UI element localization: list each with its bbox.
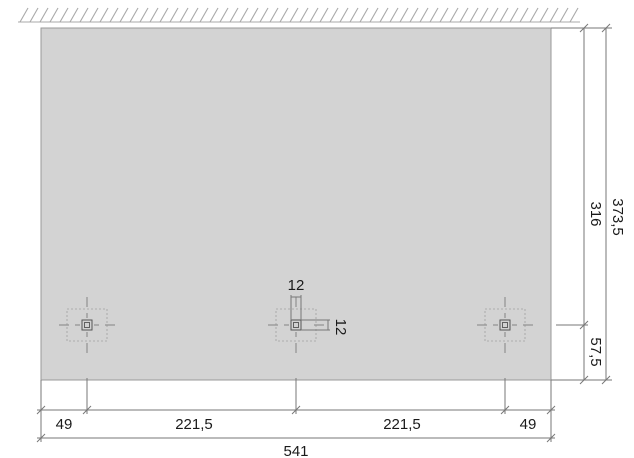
hatch-mark [399, 7, 409, 23]
dim-bracket-width: 12 [288, 277, 305, 294]
hatch-mark [469, 7, 479, 23]
hatch-mark [569, 7, 579, 23]
hatch-mark [449, 7, 459, 23]
hatch-mark [379, 7, 389, 23]
hatch-mark [289, 7, 299, 23]
hatch-mark [249, 7, 259, 23]
dim-lower-height: 57,5 [587, 337, 604, 366]
hatch-mark [429, 7, 439, 23]
hatch-mark [219, 7, 229, 23]
hatch-mark [349, 7, 359, 23]
hatch-mark [319, 7, 329, 23]
hatch-mark [439, 7, 449, 23]
dim-bracket-height: 12 [332, 319, 349, 336]
hatch-mark [479, 7, 489, 23]
hatch-mark [199, 7, 209, 23]
hatch-mark [499, 7, 509, 23]
hatch-mark [269, 7, 279, 23]
hatch-mark [409, 7, 419, 23]
hatch-mark [29, 7, 39, 23]
hatch-mark [239, 7, 249, 23]
hatch-mark [489, 7, 499, 23]
hatch-mark [99, 7, 109, 23]
hatch-mark [279, 7, 289, 23]
hatch-mark [339, 7, 349, 23]
hatch-mark [509, 7, 519, 23]
hatch-mark [539, 7, 549, 23]
anchor-right [477, 297, 533, 353]
hatch-mark [159, 7, 169, 23]
hatch-mark [119, 7, 129, 23]
hatch-mark [19, 7, 29, 23]
hatch-mark [329, 7, 339, 23]
hatch-mark [209, 7, 219, 23]
hatch-mark [79, 7, 89, 23]
hatch-mark [229, 7, 239, 23]
hatch-mark [529, 7, 539, 23]
hatch-mark [139, 7, 149, 23]
hatch-mark [559, 7, 569, 23]
hatch-mark [299, 7, 309, 23]
dim-overall-width: 541 [283, 443, 308, 458]
dim-right-edge-offset: 49 [520, 416, 537, 433]
horizontal-dimensions [36, 378, 556, 443]
dim-left-span: 221,5 [175, 416, 213, 433]
hatch-mark [109, 7, 119, 23]
hatch-mark [179, 7, 189, 23]
dim-left-edge-offset: 49 [56, 416, 73, 433]
dim-upper-height: 316 [587, 201, 604, 226]
hatch-mark [519, 7, 529, 23]
hatch-mark [169, 7, 179, 23]
hatch-mark [39, 7, 49, 23]
hatch-mark [309, 7, 319, 23]
hatch-mark [49, 7, 59, 23]
hatch-mark [419, 7, 429, 23]
hatch-mark [389, 7, 399, 23]
hatch-mark [149, 7, 159, 23]
hatch-mark [59, 7, 69, 23]
dim-right-span: 221,5 [383, 416, 421, 433]
hatch-mark [69, 7, 79, 23]
dim-overall-height: 373,5 [609, 198, 626, 236]
hatch-mark [259, 7, 269, 23]
ceiling-hatch [18, 7, 580, 23]
hatch-mark [459, 7, 469, 23]
hatch-mark [129, 7, 139, 23]
hatch-mark [549, 7, 559, 23]
vertical-dimensions [551, 23, 612, 385]
anchor-center [268, 295, 330, 353]
hatch-mark [359, 7, 369, 23]
anchor-left [59, 297, 115, 353]
hatch-mark [189, 7, 199, 23]
hatch-mark [89, 7, 99, 23]
hatch-mark [369, 7, 379, 23]
